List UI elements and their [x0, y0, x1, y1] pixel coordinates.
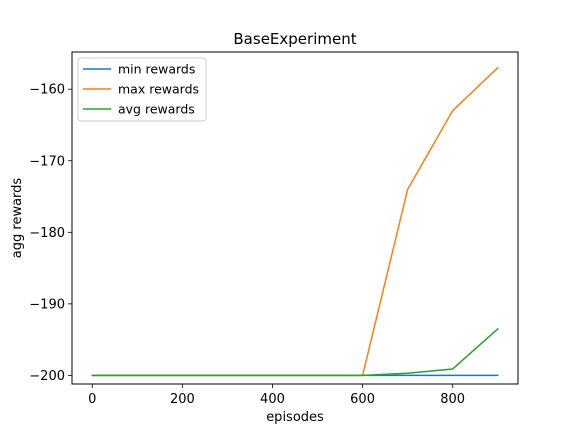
legend-label: min rewards	[118, 62, 195, 77]
legend: min rewards max rewards avg rewards	[77, 57, 207, 122]
y-tick-label: −200	[29, 369, 65, 384]
y-tick-label: −180	[29, 226, 65, 241]
axes-frame	[71, 51, 519, 385]
x-tick-label: 600	[350, 392, 375, 407]
x-axis-label: episodes	[266, 410, 324, 425]
y-tick-label: −160	[29, 83, 65, 98]
series-line-avg-rewards	[91, 327, 499, 377]
y-axis-ticks: −200 −190 −180 −170 −160	[29, 83, 72, 384]
legend-label: max rewards	[118, 82, 199, 97]
legend-label: avg rewards	[118, 102, 195, 117]
x-tick-label: 800	[440, 392, 465, 407]
legend-box	[77, 57, 207, 122]
y-tick-label: −170	[29, 154, 65, 169]
y-tick-label: −190	[29, 297, 65, 312]
chart-title: BaseExperiment	[233, 30, 356, 48]
x-tick-label: 400	[260, 392, 285, 407]
series-lines	[91, 66, 499, 377]
y-axis-label: agg rewards	[10, 178, 25, 259]
x-tick-label: 200	[170, 392, 195, 407]
x-axis-ticks: 0 200 400 600 800	[88, 384, 465, 407]
x-tick-label: 0	[88, 392, 96, 407]
